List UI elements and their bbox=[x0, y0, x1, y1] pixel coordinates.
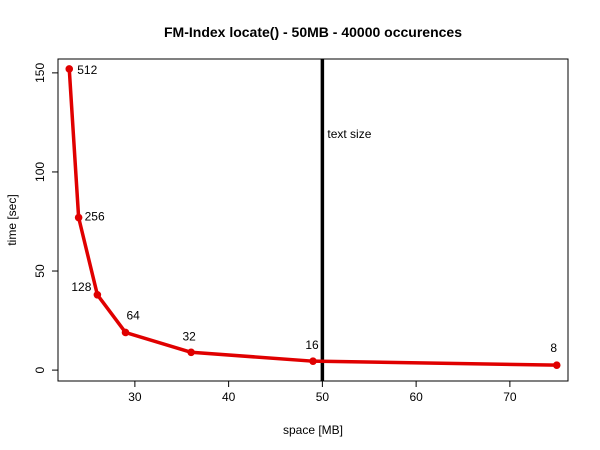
data-point-label: 512 bbox=[77, 63, 97, 77]
data-point bbox=[65, 65, 74, 73]
data-point-label: 64 bbox=[127, 308, 141, 322]
series-group: 512 256 128 64 32 16 8 bbox=[65, 63, 561, 369]
data-point bbox=[552, 361, 561, 369]
y-tick-label: 50 bbox=[33, 264, 47, 278]
plot-frame bbox=[57, 58, 569, 382]
x-axis-label: space [MB] bbox=[283, 423, 343, 437]
y-tick-label: 150 bbox=[33, 63, 47, 83]
data-point bbox=[187, 348, 195, 357]
data-point-label: 128 bbox=[71, 280, 91, 294]
x-tick-label: 60 bbox=[409, 390, 423, 404]
data-point-label: 32 bbox=[182, 329, 196, 343]
y-tick-label: 0 bbox=[33, 366, 47, 373]
y-tick-label: 100 bbox=[33, 162, 47, 182]
data-point bbox=[74, 213, 83, 222]
x-tick-label: 70 bbox=[503, 390, 517, 404]
x-axis: 30 40 50 60 70 bbox=[128, 380, 517, 404]
x-tick-label: 30 bbox=[128, 390, 142, 404]
x-tick-label: 50 bbox=[316, 390, 330, 404]
annotations: text size bbox=[320, 59, 372, 381]
data-point-label: 8 bbox=[550, 341, 557, 355]
data-point bbox=[93, 291, 102, 299]
x-tick-label: 40 bbox=[222, 390, 236, 404]
y-axis-label: time [sec] bbox=[5, 194, 19, 245]
reference-line-label: text size bbox=[327, 127, 371, 141]
data-point-label: 16 bbox=[305, 338, 319, 352]
data-point-label: 256 bbox=[85, 210, 105, 224]
data-point bbox=[309, 357, 317, 365]
data-point bbox=[121, 328, 130, 337]
series-line bbox=[67, 68, 557, 367]
chart-title: FM-Index locate() - 50MB - 40000 occuren… bbox=[164, 24, 462, 40]
y-axis: 0 50 100 150 bbox=[33, 63, 59, 373]
